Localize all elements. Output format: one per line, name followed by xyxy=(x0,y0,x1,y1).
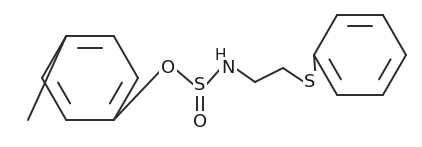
Text: N: N xyxy=(221,59,235,77)
Text: S: S xyxy=(194,76,206,94)
Text: S: S xyxy=(304,73,316,91)
Text: O: O xyxy=(193,113,207,131)
Text: H: H xyxy=(214,47,226,62)
Text: O: O xyxy=(161,59,175,77)
